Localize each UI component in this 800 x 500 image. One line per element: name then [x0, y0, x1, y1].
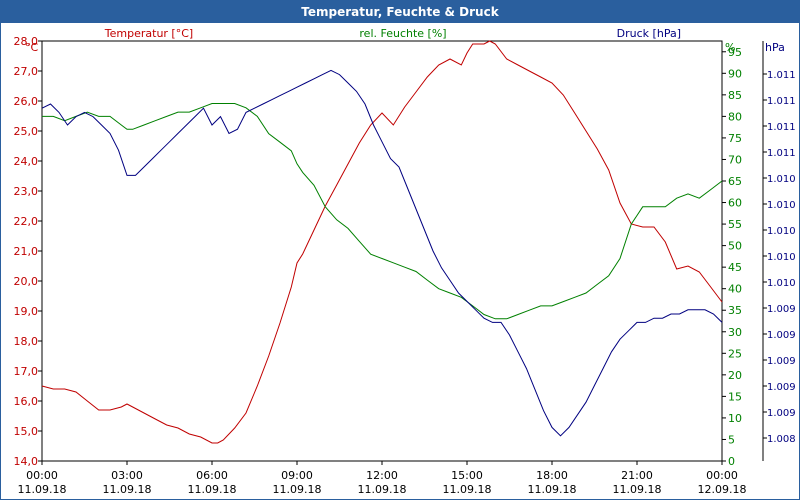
x-tick-label-time: 03:00 [111, 469, 143, 482]
labels-layer: 00:0011.09.1803:0011.09.1806:0011.09.180… [14, 27, 796, 496]
humidity-tick-label: 90 [728, 67, 742, 80]
x-tick-label-time: 21:00 [621, 469, 653, 482]
humidity-tick-label: 40 [728, 283, 742, 296]
temperature-tick-label: 23,0 [14, 185, 39, 198]
temperature-tick-label: 19,0 [14, 305, 39, 318]
temperature-tick-label: 26,0 [14, 95, 39, 108]
chart-canvas: 00:0011.09.1803:0011.09.1806:0011.09.180… [14, 27, 796, 496]
pressure-tick-label: 1.010 [767, 200, 796, 211]
humidity-tick-label: 60 [728, 197, 742, 210]
pressure-tick-label: 1.010 [767, 174, 796, 185]
x-tick-label-time: 18:00 [536, 469, 568, 482]
pressure-tick-label: 1.010 [767, 252, 796, 263]
temperature-tick-label: 14,0 [14, 455, 39, 468]
humidity-tick-label: 15 [728, 390, 742, 403]
x-tick-label-date: 11.09.18 [528, 483, 577, 496]
temperature-tick-label: 25,0 [14, 125, 39, 138]
pressure-tick-label: 1.009 [767, 382, 796, 393]
temperature-tick-label: 17,0 [14, 365, 39, 378]
x-tick-label-date: 12.09.18 [698, 483, 747, 496]
series-line-humidity [42, 103, 723, 320]
temperature-tick-label: 27,0 [14, 65, 39, 78]
humidity-tick-label: 80 [728, 110, 742, 123]
x-tick-label-date: 11.09.18 [103, 483, 152, 496]
pressure-unit-label: hPa [765, 41, 785, 54]
series-line-temperature [41, 40, 723, 444]
x-tick-label-time: 12:00 [366, 469, 398, 482]
humidity-tick-label: 70 [728, 153, 742, 166]
legend-entry: Druck [hPa] [617, 27, 681, 40]
pressure-tick-label: 1.008 [767, 434, 796, 445]
temperature-tick-label: 28,0 [14, 35, 39, 48]
humidity-tick-label: 50 [728, 240, 742, 253]
pressure-tick-label: 1.009 [767, 304, 796, 315]
x-tick-label-date: 11.09.18 [613, 483, 662, 496]
pressure-tick-label: 1.009 [767, 330, 796, 341]
pressure-tick-label: 1.011 [767, 148, 796, 159]
humidity-tick-label: 65 [728, 175, 742, 188]
plot-border [41, 40, 723, 462]
x-tick-label-time: 00:00 [26, 469, 58, 482]
humidity-tick-label: 35 [728, 304, 742, 317]
humidity-tick-label: 55 [728, 218, 742, 231]
humidity-tick-label: 85 [728, 89, 742, 102]
series-line-pressure [41, 69, 723, 437]
pressure-tick-label: 1.010 [767, 226, 796, 237]
temperature-tick-label: 24,0 [14, 155, 39, 168]
humidity-tick-label: 10 [728, 412, 742, 425]
x-tick-label-time: 00:00 [706, 469, 738, 482]
x-tick-label-date: 11.09.18 [18, 483, 67, 496]
pressure-tick-label: 1.011 [767, 122, 796, 133]
temperature-tick-label: 15,0 [14, 425, 39, 438]
humidity-tick-label: 20 [728, 369, 742, 382]
pressure-tick-label: 1.011 [767, 96, 796, 107]
x-tick-label-date: 11.09.18 [188, 483, 237, 496]
series-layer [41, 40, 723, 444]
x-tick-label-date: 11.09.18 [443, 483, 492, 496]
temperature-unit-label: °C [25, 41, 39, 54]
legend-entry: rel. Feuchte [%] [359, 27, 446, 40]
temperature-tick-label: 16,0 [14, 395, 39, 408]
temperature-tick-label: 18,0 [14, 335, 39, 348]
temperature-tick-label: 21,0 [14, 245, 39, 258]
humidity-tick-label: 45 [728, 261, 742, 274]
x-tick-label-time: 15:00 [451, 469, 483, 482]
x-tick-label-date: 11.09.18 [273, 483, 322, 496]
humidity-tick-label: 30 [728, 326, 742, 339]
pressure-tick-label: 1.010 [767, 278, 796, 289]
humidity-tick-label: 95 [728, 46, 742, 59]
humidity-tick-label: 75 [728, 132, 742, 145]
pressure-tick-label: 1.009 [767, 408, 796, 419]
legend-entry: Temperatur [°C] [104, 27, 193, 40]
plot-area [41, 40, 723, 462]
pressure-tick-label: 1.009 [767, 356, 796, 367]
x-tick-label-time: 06:00 [196, 469, 228, 482]
x-tick-label-date: 11.09.18 [358, 483, 407, 496]
temperature-tick-label: 20,0 [14, 275, 39, 288]
window-title: Temperatur, Feuchte & Druck [1, 1, 799, 23]
pressure-tick-label: 1.011 [767, 70, 796, 81]
axes-layer [38, 40, 767, 465]
humidity-tick-label: 25 [728, 347, 742, 360]
humidity-unit-label: % [725, 41, 735, 54]
x-tick-label-time: 09:00 [281, 469, 313, 482]
humidity-tick-label: 5 [728, 433, 735, 446]
humidity-tick-label: 0 [728, 455, 735, 468]
temperature-tick-label: 22,0 [14, 215, 39, 228]
